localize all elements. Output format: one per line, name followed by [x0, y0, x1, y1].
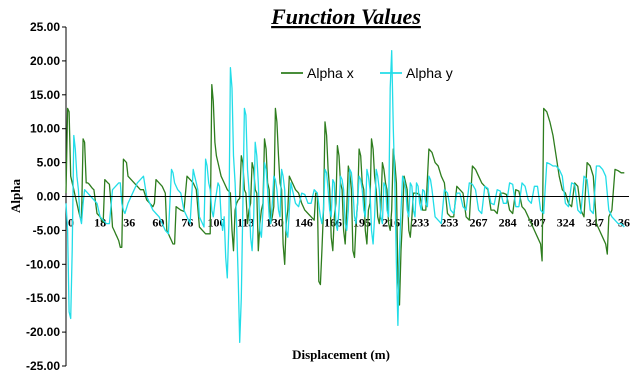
legend-label: Alpha x	[307, 65, 354, 81]
x-tick-label: 324	[557, 216, 575, 230]
y-axis-label: Alpha	[8, 179, 23, 213]
y-tick-label: -25.00	[26, 359, 60, 373]
x-tick-label: 195	[353, 216, 371, 230]
x-tick-label: 233	[411, 216, 429, 230]
legend-label: Alpha y	[406, 65, 453, 81]
y-tick-label: 15.00	[30, 88, 60, 102]
series-line-alpha-x	[65, 83, 625, 306]
x-tick-label: 130	[266, 216, 284, 230]
x-tick-label: 60	[152, 216, 164, 230]
x-tick-label: 267	[469, 216, 487, 230]
legend: Alpha x Alpha y	[281, 65, 453, 81]
series-line-alpha-y	[65, 50, 625, 343]
x-axis-ticks: 0 18 36 60 76 100 113 130 146 166 195 216 233 253 267 2…	[68, 216, 630, 230]
y-tick-label: -5.00	[33, 223, 61, 237]
x-tick-label: 166	[324, 216, 342, 230]
y-tick-label: -20.00	[26, 325, 60, 339]
y-tick-label: 5.00	[37, 156, 61, 170]
x-tick-label: 253	[440, 216, 458, 230]
x-tick-label: 284	[499, 216, 517, 230]
x-tick-label: 113	[237, 216, 254, 230]
y-tick-label: 0.00	[37, 190, 61, 204]
chart-title: Function Values	[270, 4, 421, 29]
x-tick-label: 347	[586, 216, 604, 230]
x-tick-label: 36	[618, 216, 630, 230]
x-tick-label: 146	[295, 216, 313, 230]
y-axis-ticks: 25.00 20.00 15.00 10.00 5.00 0.00 -5.00 -10.00 -…	[26, 20, 66, 373]
x-axis-label: Displacement (m)	[292, 347, 390, 362]
x-tick-label: 36	[123, 216, 135, 230]
y-tick-label: 25.00	[30, 20, 60, 34]
x-tick-label: 0	[68, 216, 74, 230]
y-tick-label: -15.00	[26, 291, 60, 305]
y-tick-label: -10.00	[26, 257, 60, 271]
y-tick-label: 20.00	[30, 54, 60, 68]
series-layer	[65, 50, 625, 343]
y-tick-label: 10.00	[30, 122, 60, 136]
